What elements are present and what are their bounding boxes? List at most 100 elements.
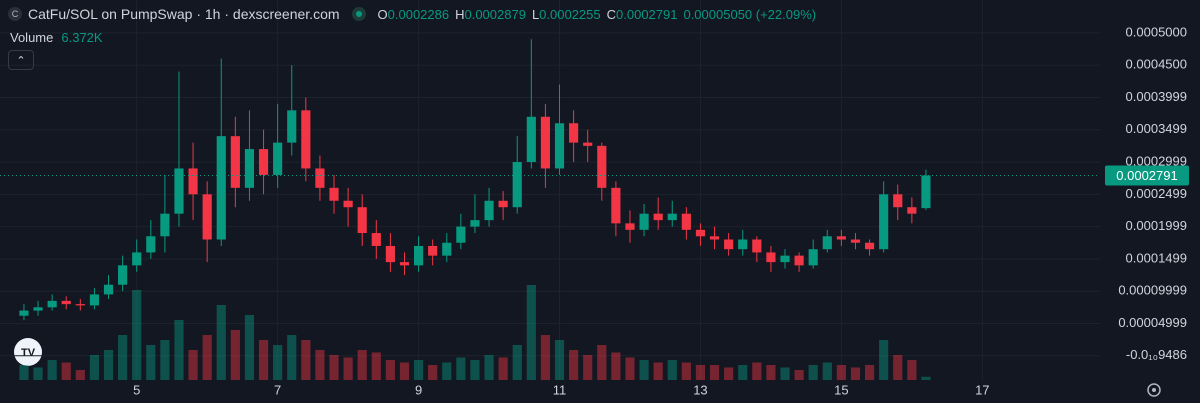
- volume-bar: [921, 376, 931, 380]
- candle-body: [836, 236, 846, 240]
- candle-body: [724, 239, 734, 250]
- last-price-label: 0.0002791: [1116, 168, 1177, 183]
- candle-body: [456, 226, 466, 243]
- y-tick-label: 0.0002499: [1126, 186, 1187, 201]
- candle-body: [639, 213, 649, 230]
- candle-body: [399, 262, 410, 266]
- ohlc-key: H: [455, 7, 465, 22]
- candle-body: [484, 200, 494, 221]
- candle-body: [569, 123, 579, 143]
- candle-body: [879, 194, 889, 250]
- volume-bar: [752, 362, 762, 380]
- candle-body: [118, 265, 128, 285]
- volume-bar: [583, 355, 593, 380]
- candle-body: [174, 168, 184, 214]
- candle-body: [244, 149, 255, 188]
- candle-body: [230, 136, 240, 188]
- candle-body: [709, 236, 720, 240]
- volume-label: Volume: [10, 30, 54, 45]
- candle-body: [667, 213, 677, 221]
- candle-body: [315, 168, 325, 188]
- volume-bar: [442, 362, 452, 380]
- volume-bar: [399, 362, 410, 380]
- candle-body: [385, 245, 395, 263]
- change: 0.00005050 (+22.09%): [683, 6, 817, 22]
- ohlc-value: 0.0002255: [539, 7, 601, 22]
- y-tick-label: 0.0003999: [1126, 89, 1187, 104]
- volume-bar: [484, 355, 494, 380]
- volume-bar: [724, 367, 734, 380]
- candle-body: [202, 194, 212, 240]
- y-tick-label: 0.0001499: [1126, 250, 1187, 265]
- volume-bar: [639, 360, 649, 380]
- candle-body: [47, 300, 57, 308]
- candle-body: [357, 207, 367, 234]
- x-tick-label: 9: [415, 382, 422, 397]
- collapse-button[interactable]: ⌃: [8, 50, 34, 70]
- settings-icon[interactable]: [1147, 383, 1161, 397]
- candle-body: [893, 194, 903, 208]
- y-tick-label: 0.0004500: [1126, 57, 1187, 72]
- volume-bar: [822, 362, 832, 380]
- candle-body: [258, 149, 269, 175]
- volume-bar: [836, 365, 846, 380]
- volume-bar: [230, 330, 240, 380]
- candle-body: [554, 123, 565, 169]
- candle-body: [343, 200, 353, 208]
- ohlc-key: O: [377, 7, 388, 22]
- candle-body: [625, 223, 635, 230]
- volume-bar: [287, 335, 297, 380]
- volume-bar: [75, 370, 85, 380]
- candle-body: [695, 229, 706, 237]
- volume-bar: [258, 340, 269, 380]
- x-tick-label: 13: [693, 382, 707, 397]
- candle-body: [89, 294, 100, 306]
- candle-body: [850, 239, 861, 243]
- candle-body: [273, 142, 283, 175]
- ohlc-value: 0.0002791: [616, 7, 678, 22]
- candle-body: [287, 110, 297, 143]
- volume-bar: [371, 352, 381, 380]
- volume-bar: [244, 315, 255, 380]
- ohlc-value: 0.0002286: [387, 7, 450, 22]
- candle-body: [442, 242, 452, 256]
- candle-body: [103, 284, 114, 295]
- candle-body: [808, 249, 818, 266]
- volume-bar: [61, 362, 71, 380]
- volume-bar: [146, 345, 156, 380]
- volume-bar: [118, 335, 128, 380]
- volume-bar: [273, 345, 283, 380]
- volume-bar: [597, 345, 607, 380]
- candle-body: [907, 207, 917, 214]
- y-tick-label: 0.00009999: [1118, 283, 1187, 298]
- volume-bar: [907, 360, 917, 380]
- volume-bar: [89, 355, 100, 380]
- volume-bar: [695, 365, 706, 380]
- volume-bar: [413, 360, 424, 380]
- candle-body: [216, 136, 226, 240]
- candle-body: [526, 116, 536, 162]
- candle-body: [681, 213, 691, 230]
- volume-bar: [329, 355, 339, 380]
- candle-body: [780, 255, 790, 263]
- volume-bar: [625, 357, 635, 380]
- y-tick-label: -0.0₁₀9486: [1126, 347, 1187, 362]
- volume-legend: Volume 6.372K: [10, 30, 103, 45]
- volume-bar: [428, 365, 438, 380]
- volume-bar: [667, 360, 677, 380]
- y-tick-label: 0.0001999: [1126, 218, 1187, 233]
- volume-bar: [611, 352, 621, 380]
- y-tick-label: 0.0002999: [1126, 154, 1187, 169]
- volume-bar: [301, 340, 311, 380]
- candle-body: [540, 116, 550, 169]
- candle-body: [766, 252, 776, 263]
- volume-bar: [498, 357, 508, 380]
- candle-body: [160, 213, 170, 237]
- symbol-icon: C: [8, 7, 22, 21]
- volume-bar: [569, 350, 579, 380]
- volume-bar: [357, 350, 367, 380]
- candle-body: [61, 300, 71, 305]
- candle-body: [301, 110, 311, 169]
